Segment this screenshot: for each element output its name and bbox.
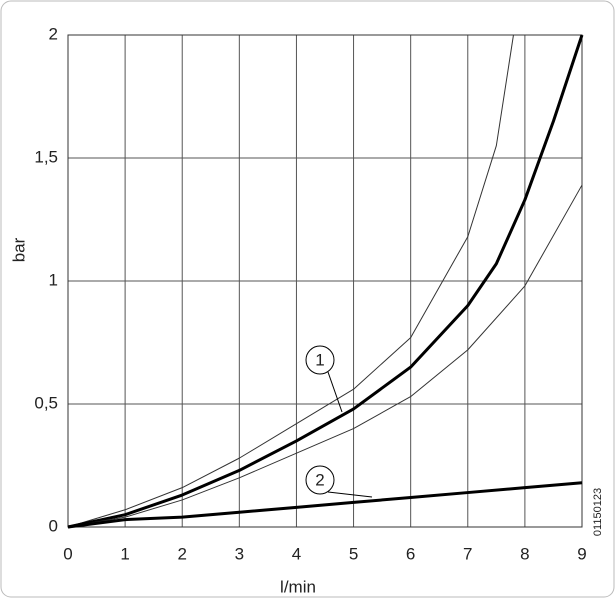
x-tick-label: 4 (292, 544, 301, 563)
x-tick-label: 2 (177, 544, 186, 563)
series-line (67, 481, 583, 529)
y-tick-label: 0,5 (34, 393, 58, 412)
x-tick-label: 5 (349, 544, 358, 563)
y-tick-label: 1 (49, 270, 58, 289)
plot-frame (67, 34, 583, 528)
annotation-leader (327, 371, 343, 413)
annotation-leader (327, 491, 373, 498)
annotation-circle (305, 465, 335, 495)
figure-code: 01150123 (592, 488, 604, 536)
x-tick-label: 3 (235, 544, 244, 563)
y-axis-label: bar (9, 237, 28, 262)
x-tick-label: 9 (577, 544, 586, 563)
annotation-label: 2 (315, 470, 324, 489)
x-tick-label: 0 (63, 544, 72, 563)
y-tick-label: 2 (49, 24, 58, 43)
x-tick-label: 6 (406, 544, 415, 563)
y-tick-label: 0 (49, 516, 58, 535)
y-tick-label: 1,5 (34, 147, 58, 166)
x-axis-label: l/min (280, 577, 316, 596)
series-line (67, 34, 584, 529)
series-line (67, 34, 514, 528)
annotation-label: 1 (315, 350, 324, 369)
x-tick-label: 8 (520, 544, 529, 563)
annotation-circle (305, 345, 335, 375)
series-line (67, 184, 583, 528)
x-tick-label: 1 (120, 544, 129, 563)
x-tick-label: 7 (463, 544, 472, 563)
